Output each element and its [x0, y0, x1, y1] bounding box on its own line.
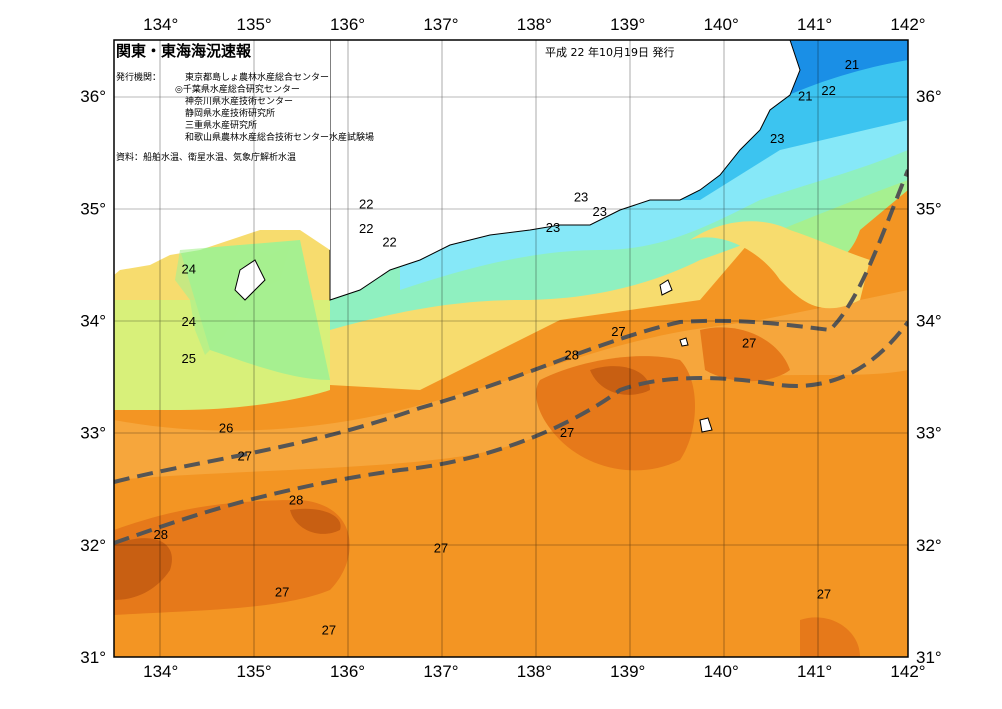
isotherm-label: 27 — [238, 449, 252, 464]
left-lat-tick: 35° — [80, 199, 106, 218]
isotherm-label: 21 — [845, 57, 859, 72]
isotherm-label: 24 — [181, 314, 195, 329]
issuer-6: 和歌山県農林水産総合技術センター水産試験場 — [185, 131, 374, 143]
isotherm-label: 22 — [382, 234, 396, 249]
right-lat-tick: 36° — [916, 87, 942, 106]
isotherm-label: 23 — [546, 220, 560, 235]
left-lat-tick: 32° — [80, 536, 106, 555]
data-sources: 資料：船舶水温、衛星水温、気象庁解析水温 — [116, 151, 296, 163]
issuer-label: 発行機関： — [116, 71, 161, 83]
isotherm-label: 27 — [434, 541, 448, 556]
isotherm-label: 24 — [181, 261, 195, 276]
isotherm-label: 27 — [275, 584, 289, 599]
axis-ticks: 134° 134° 135° 135° 136° 136° 137° 137° 138° 138°… — [80, 15, 941, 681]
isotherm-label: 27 — [742, 335, 756, 350]
isotherm-label: 28 — [564, 348, 578, 363]
isotherm-label: 28 — [289, 492, 303, 507]
top-lon-tick: 138° — [517, 15, 552, 34]
left-lat-tick: 36° — [80, 87, 106, 106]
top-lon-tick: 136° — [330, 15, 365, 34]
left-lat-tick: 31° — [80, 648, 106, 667]
bottom-lon-tick: 134° — [143, 662, 178, 681]
isotherm-label: 26 — [219, 421, 233, 436]
map-title: 関東・東海海況速報 — [116, 42, 252, 60]
isotherm-label: 27 — [560, 425, 574, 440]
issue-date: 平成 22 年10月19日 発行 — [545, 45, 674, 59]
isotherm-label: 22 — [821, 83, 835, 98]
isotherm-label: 27 — [322, 623, 336, 638]
sst-fill — [114, 40, 908, 657]
isotherm-label: 22 — [359, 221, 373, 236]
isotherm-label: 23 — [770, 131, 784, 146]
right-lat-tick: 35° — [916, 199, 942, 218]
isotherm-label: 21 — [798, 89, 812, 104]
isotherm-labels: 21 21 22 23 23 23 23 22 22 22 24 24 25 26 27 28 28 28 27 27… — [153, 57, 859, 637]
right-lat-tick: 32° — [916, 536, 942, 555]
right-lat-tick: 33° — [916, 424, 942, 443]
bottom-lon-tick: 138° — [517, 662, 552, 681]
issuer-5: 三重県水産研究所 — [185, 119, 257, 131]
map-frame — [113, 39, 909, 658]
top-lon-tick: 137° — [423, 15, 458, 34]
right-lat-tick: 31° — [916, 648, 942, 667]
bottom-lon-tick: 136° — [330, 662, 365, 681]
isotherm-label: 27 — [611, 324, 625, 339]
bottom-lon-tick: 140° — [704, 662, 739, 681]
top-lon-tick: 141° — [797, 15, 832, 34]
right-lat-tick: 34° — [916, 311, 942, 330]
bottom-lon-tick: 142° — [890, 662, 925, 681]
issuer-4: 静岡県水産技術研究所 — [185, 107, 275, 119]
bottom-lon-tick: 139° — [610, 662, 645, 681]
top-lon-tick: 140° — [704, 15, 739, 34]
bottom-lon-tick: 141° — [797, 662, 832, 681]
isotherm-label: 23 — [574, 190, 588, 205]
isotherm-label: 22 — [359, 196, 373, 211]
top-lon-tick: 135° — [237, 15, 272, 34]
top-lon-tick: 139° — [610, 15, 645, 34]
left-lat-tick: 33° — [80, 424, 106, 443]
isotherm-label: 28 — [153, 527, 167, 542]
isotherm-label: 25 — [181, 351, 195, 366]
issuer-1: 東京都島しょ農林水産総合センター — [185, 71, 329, 83]
isotherm-label: 23 — [593, 204, 607, 219]
left-lat-tick: 34° — [80, 311, 106, 330]
isotherm-label: 27 — [817, 587, 831, 602]
top-lon-tick: 142° — [890, 15, 925, 34]
bottom-lon-tick: 135° — [237, 662, 272, 681]
issuer-3: 神奈川県水産技術センター — [185, 95, 293, 107]
issuer-2: ◎千葉県水産総合研究センター — [175, 83, 300, 95]
bottom-lon-tick: 137° — [423, 662, 458, 681]
top-lon-tick: 134° — [143, 15, 178, 34]
